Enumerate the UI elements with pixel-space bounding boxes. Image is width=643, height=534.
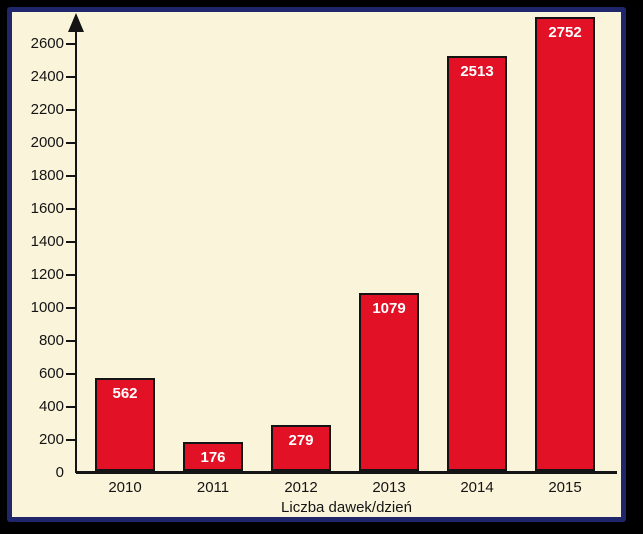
x-tick-label-2012: 2012	[284, 479, 318, 496]
y-tick-1400	[66, 241, 76, 243]
y-tick-1800	[66, 175, 76, 177]
y-tick-2400	[66, 76, 76, 78]
bar-value-label-2010: 562	[112, 385, 138, 402]
y-axis-line	[75, 28, 77, 473]
x-axis-caption: Liczba dawek/dzień	[281, 499, 412, 516]
y-tick-label-2200: 2200	[30, 101, 64, 118]
y-tick-label-2400: 2400	[30, 68, 64, 85]
y-tick-800	[66, 340, 76, 342]
y-tick-1200	[66, 274, 76, 276]
y-tick-label-1000: 1000	[30, 299, 64, 316]
bar-value-label-2014: 2513	[460, 63, 494, 80]
y-axis-arrow-icon	[68, 13, 84, 32]
y-tick-label-0: 0	[55, 464, 64, 481]
x-tick-label-2014: 2014	[460, 479, 494, 496]
bar-2013	[359, 293, 419, 471]
y-tick-label-1400: 1400	[30, 233, 64, 250]
bar-2012	[271, 425, 331, 471]
y-tick-label-800: 800	[38, 332, 64, 349]
y-tick-2600	[66, 43, 76, 45]
x-tick-label-2015: 2015	[548, 479, 582, 496]
y-tick-label-600: 600	[38, 365, 64, 382]
x-axis-line	[76, 471, 617, 474]
bar-2010	[95, 378, 155, 471]
bar-2014	[447, 56, 507, 471]
y-tick-2000	[66, 142, 76, 144]
bar-value-label-2013: 1079	[372, 300, 406, 317]
y-tick-1600	[66, 208, 76, 210]
y-tick-label-400: 400	[38, 398, 64, 415]
bar-2011	[183, 442, 243, 471]
y-tick-label-2000: 2000	[30, 134, 64, 151]
bar-value-label-2011: 176	[200, 449, 226, 466]
y-tick-1000	[66, 307, 76, 309]
y-tick-200	[66, 439, 76, 441]
y-tick-label-1800: 1800	[30, 167, 64, 184]
y-tick-2200	[66, 109, 76, 111]
bar-2015	[535, 17, 595, 471]
y-tick-label-1200: 1200	[30, 266, 64, 283]
y-tick-400	[66, 406, 76, 408]
x-tick-label-2013: 2013	[372, 479, 406, 496]
y-tick-label-2600: 2600	[30, 35, 64, 52]
x-tick-label-2010: 2010	[108, 479, 142, 496]
bar-value-label-2015: 2752	[548, 24, 582, 41]
y-tick-label-200: 200	[38, 431, 64, 448]
x-tick-label-2011: 2011	[196, 479, 230, 496]
bar-value-label-2012: 279	[288, 432, 314, 449]
y-tick-label-1600: 1600	[30, 200, 64, 217]
y-tick-600	[66, 373, 76, 375]
